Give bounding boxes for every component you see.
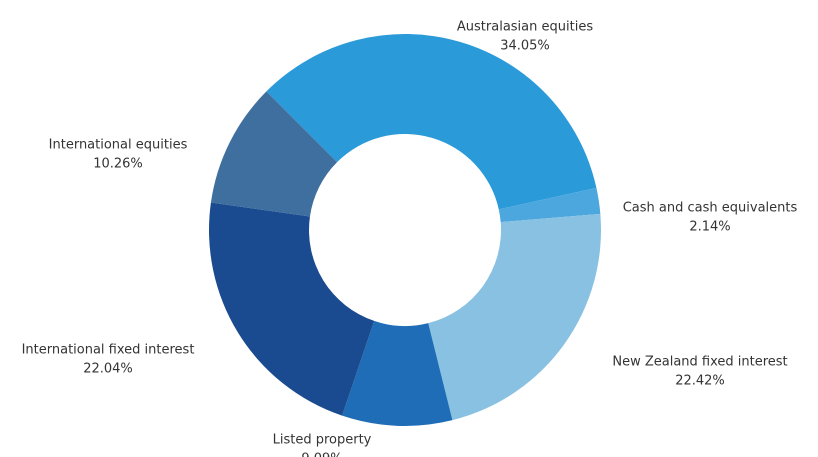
segment-value-label: 2.14% [689,220,730,235]
segment-value-label: 22.04% [83,362,133,377]
segment-label: Australasian equities [457,20,593,35]
segment-label: International equities [49,138,188,153]
segment-value-label: 10.26% [93,157,143,172]
segment-label: New Zealand fixed interest [612,355,787,370]
segment-label: Cash and cash equivalents [623,201,798,216]
donut-segment [266,33,597,210]
segment-label: International fixed interest [22,343,195,358]
donut-segment [342,320,453,426]
segment-label: Listed property [273,433,372,448]
donut-segment [209,202,375,416]
segment-value-label: 9.09% [301,452,342,457]
segment-value-label: 22.42% [675,374,725,389]
donut-segment [210,91,338,217]
segment-value-label: 34.05% [500,39,550,54]
donut-segment [498,187,601,223]
donut-segment [428,213,601,421]
